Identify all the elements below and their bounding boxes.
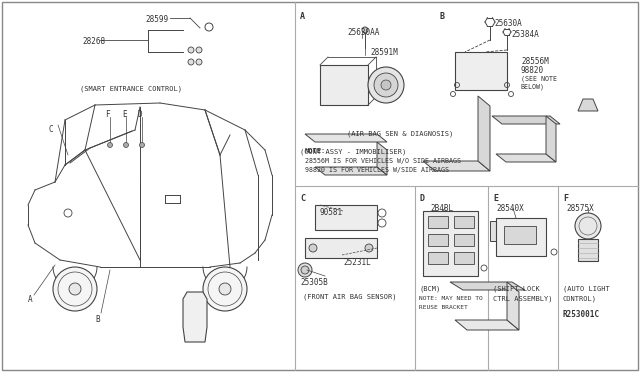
Text: 28575X: 28575X bbox=[566, 204, 594, 213]
Text: 98820 IS FOR VEHICLES W/SIDE AIRBAGS: 98820 IS FOR VEHICLES W/SIDE AIRBAGS bbox=[305, 167, 449, 173]
Text: 28591M: 28591M bbox=[370, 48, 397, 57]
Text: 28268: 28268 bbox=[82, 37, 105, 46]
Text: C: C bbox=[300, 194, 305, 203]
Bar bbox=[428, 234, 448, 246]
Text: 28556M: 28556M bbox=[521, 57, 548, 66]
Polygon shape bbox=[315, 167, 387, 175]
Circle shape bbox=[53, 267, 97, 311]
Text: 28599: 28599 bbox=[145, 15, 168, 24]
Text: (AUTO LIGHT: (AUTO LIGHT bbox=[563, 286, 610, 292]
Text: B: B bbox=[95, 315, 100, 324]
Text: 25231L: 25231L bbox=[343, 258, 371, 267]
Circle shape bbox=[69, 283, 81, 295]
Text: F: F bbox=[563, 194, 568, 203]
Polygon shape bbox=[450, 282, 525, 290]
Polygon shape bbox=[423, 161, 490, 171]
Bar bbox=[578, 239, 598, 261]
Circle shape bbox=[298, 263, 312, 277]
Polygon shape bbox=[305, 134, 387, 142]
Circle shape bbox=[365, 244, 373, 252]
Bar bbox=[454, 216, 474, 228]
Text: B: B bbox=[440, 12, 445, 21]
Circle shape bbox=[140, 142, 145, 148]
Bar bbox=[490, 221, 500, 241]
Text: CONTROL): CONTROL) bbox=[563, 296, 597, 302]
Text: 2B4BL: 2B4BL bbox=[430, 204, 453, 213]
Text: (SHIFT LOCK: (SHIFT LOCK bbox=[493, 286, 540, 292]
Text: (BCM): (BCM) bbox=[420, 286, 441, 292]
Text: 25384A: 25384A bbox=[511, 30, 539, 39]
Polygon shape bbox=[455, 320, 519, 330]
Circle shape bbox=[575, 213, 601, 239]
Circle shape bbox=[196, 59, 202, 65]
Text: 90581: 90581 bbox=[320, 208, 343, 217]
Circle shape bbox=[188, 47, 194, 53]
Circle shape bbox=[188, 59, 194, 65]
Text: (AIR BAG SEN & DIAGNOSIS): (AIR BAG SEN & DIAGNOSIS) bbox=[347, 130, 453, 137]
Text: 28540X: 28540X bbox=[496, 204, 524, 213]
Circle shape bbox=[368, 67, 404, 103]
Circle shape bbox=[219, 283, 231, 295]
Text: BELOW): BELOW) bbox=[521, 83, 545, 90]
Text: 98820: 98820 bbox=[521, 66, 544, 75]
Circle shape bbox=[203, 267, 247, 311]
Polygon shape bbox=[183, 292, 207, 342]
Text: E: E bbox=[122, 110, 127, 119]
Circle shape bbox=[362, 27, 368, 33]
Polygon shape bbox=[578, 99, 598, 111]
Text: 25630A: 25630A bbox=[494, 19, 522, 28]
Text: F: F bbox=[105, 110, 109, 119]
Text: REUSE BRACKET: REUSE BRACKET bbox=[419, 305, 468, 310]
Bar bbox=[320, 65, 368, 105]
Bar bbox=[428, 252, 448, 264]
Text: 25305B: 25305B bbox=[300, 278, 328, 287]
Bar bbox=[454, 252, 474, 264]
Polygon shape bbox=[507, 282, 519, 330]
Bar bbox=[423, 211, 478, 276]
Text: (SEE NOTE: (SEE NOTE bbox=[521, 75, 557, 81]
Bar bbox=[455, 52, 507, 90]
Text: C: C bbox=[48, 125, 52, 134]
Bar bbox=[496, 218, 546, 256]
Circle shape bbox=[196, 47, 202, 53]
Polygon shape bbox=[492, 116, 560, 124]
Circle shape bbox=[309, 244, 317, 252]
Text: A: A bbox=[300, 12, 305, 21]
Bar bbox=[428, 216, 448, 228]
Text: E: E bbox=[493, 194, 498, 203]
Text: D: D bbox=[138, 110, 143, 119]
Bar bbox=[315, 205, 377, 230]
Text: CTRL ASSEMBLY): CTRL ASSEMBLY) bbox=[493, 296, 552, 302]
Polygon shape bbox=[478, 96, 490, 171]
Circle shape bbox=[374, 73, 398, 97]
Bar bbox=[454, 234, 474, 246]
Circle shape bbox=[381, 80, 391, 90]
Text: R253001C: R253001C bbox=[563, 310, 600, 319]
Text: D: D bbox=[420, 194, 425, 203]
Bar bbox=[504, 226, 536, 244]
Polygon shape bbox=[546, 116, 556, 162]
Text: A: A bbox=[28, 295, 33, 304]
Text: 28556M IS FOR VEHICLES W/O SIDE AIRBAGS: 28556M IS FOR VEHICLES W/O SIDE AIRBAGS bbox=[305, 158, 461, 164]
Polygon shape bbox=[496, 154, 556, 162]
Text: (SMART ENTRANCE CONTROL): (SMART ENTRANCE CONTROL) bbox=[80, 85, 182, 92]
Circle shape bbox=[108, 142, 113, 148]
Text: 25630AA: 25630AA bbox=[347, 28, 380, 37]
Circle shape bbox=[124, 142, 129, 148]
Text: NOTE: MAY NEED TO: NOTE: MAY NEED TO bbox=[419, 296, 483, 301]
Text: NOTE:: NOTE: bbox=[305, 148, 326, 154]
Text: (CONT ASSY - IMMOBILISER): (CONT ASSY - IMMOBILISER) bbox=[300, 148, 406, 154]
Bar bbox=[305, 238, 377, 258]
Circle shape bbox=[301, 266, 309, 274]
Polygon shape bbox=[377, 142, 387, 175]
Text: (FRONT AIR BAG SENSOR): (FRONT AIR BAG SENSOR) bbox=[303, 294, 397, 301]
